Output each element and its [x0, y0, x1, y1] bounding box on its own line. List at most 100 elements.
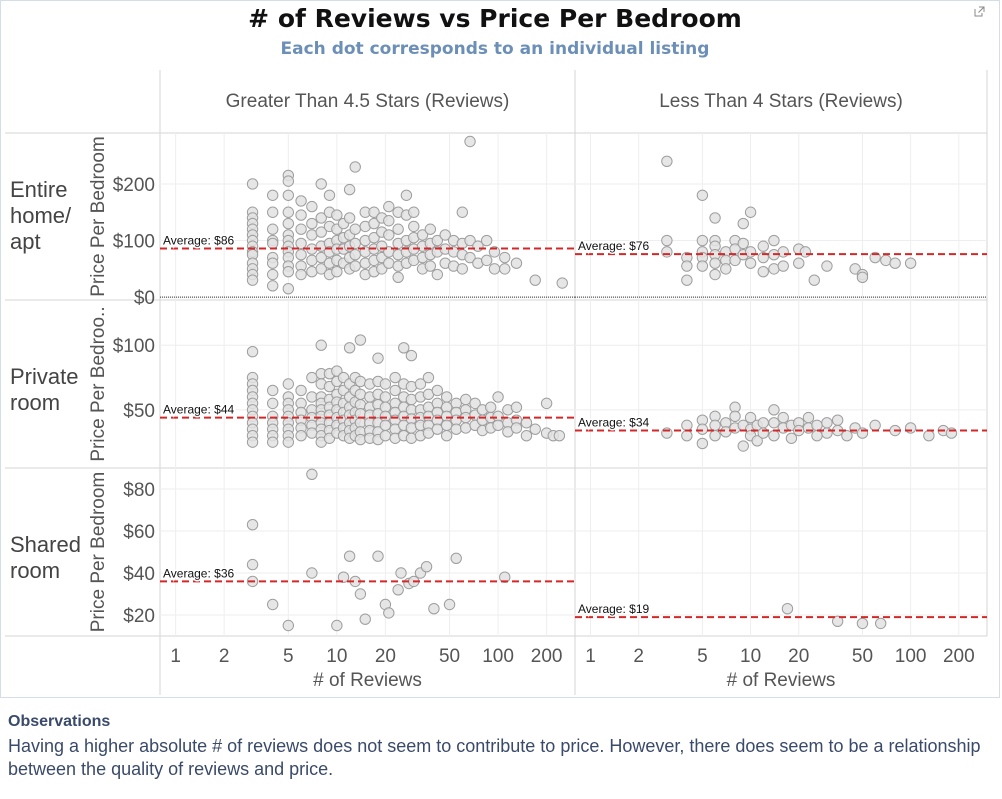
data-point [696, 234, 709, 247]
data-point [681, 274, 693, 286]
data-point [856, 617, 869, 630]
data-point [395, 567, 407, 579]
data-point [889, 257, 901, 269]
data-point [709, 429, 721, 442]
x-tick-label: 5 [283, 646, 294, 667]
data-point [306, 371, 318, 384]
data-point [389, 371, 401, 384]
data-point [681, 419, 693, 432]
x-tick-label: 1 [585, 646, 596, 667]
data-point [359, 613, 371, 625]
data-point [246, 436, 259, 448]
data-point [488, 263, 501, 275]
data-point [266, 598, 279, 611]
data-point [306, 265, 318, 278]
data-point [757, 265, 769, 278]
x-tick-label: 20 [375, 646, 396, 667]
data-point [431, 384, 444, 397]
data-point [354, 588, 367, 600]
data-point [331, 265, 343, 278]
data-point [499, 251, 511, 264]
data-point [768, 417, 780, 429]
data-point [368, 217, 380, 230]
data-point [392, 584, 404, 596]
y-tick-label: $80 [123, 480, 155, 501]
data-point [777, 260, 789, 272]
data-point [729, 410, 741, 423]
data-point [266, 384, 279, 397]
data-point [331, 209, 343, 221]
data-point [696, 189, 709, 201]
chart-subtitle: Each dot corresponds to an individual li… [280, 39, 710, 59]
data-point [315, 226, 327, 238]
data-point [811, 429, 823, 442]
data-point [349, 223, 361, 235]
data-point [295, 237, 307, 250]
data-point [529, 423, 541, 435]
data-point [424, 260, 437, 272]
data-point [811, 419, 823, 432]
observations-heading: Observations [8, 713, 111, 730]
data-point [405, 349, 418, 362]
data-point [556, 277, 568, 289]
data-point [821, 417, 833, 429]
data-point [246, 178, 259, 190]
data-point [306, 217, 318, 230]
data-point [510, 401, 523, 413]
data-point [266, 237, 279, 250]
x-tick-label: 2 [219, 646, 230, 667]
data-point [315, 263, 327, 275]
data-point [400, 189, 413, 201]
data-point [431, 423, 444, 435]
data-point [414, 378, 427, 390]
scatter-chart: Greater Than 4.5 Stars (Reviews) Less Tha… [5, 70, 988, 695]
data-point [841, 429, 853, 442]
data-point [266, 189, 279, 201]
external-link-icon[interactable] [974, 6, 985, 17]
data-point [349, 249, 361, 261]
data-point [439, 229, 451, 241]
average-label: Average: $86 [163, 233, 234, 247]
data-point [337, 571, 350, 583]
data-point [904, 257, 917, 269]
data-point [460, 393, 472, 406]
data-point [661, 155, 673, 168]
x-tick-label: 20 [788, 646, 809, 667]
x-tick-label: 200 [531, 646, 563, 667]
data-point [799, 246, 812, 258]
data-point [431, 234, 444, 247]
data-point [416, 229, 429, 241]
data-point [661, 246, 673, 258]
y-tick-label: $20 [123, 606, 155, 627]
data-point [323, 189, 336, 201]
data-point [282, 175, 295, 187]
data-point [510, 257, 523, 269]
y-axis-title: Price Per Bedroom [88, 136, 109, 297]
data-point [540, 397, 553, 410]
data-point [368, 232, 380, 244]
data-point [856, 427, 869, 439]
data-point [737, 440, 749, 452]
data-point [499, 263, 511, 275]
data-point [389, 384, 401, 397]
data-point [246, 558, 259, 571]
data-point [315, 212, 327, 224]
data-point [821, 260, 833, 272]
data-point [383, 215, 395, 227]
data-point [295, 195, 307, 207]
data-point [315, 339, 327, 351]
x-tick-label: 50 [439, 646, 460, 667]
data-point [315, 251, 327, 264]
x-tick-label: 2 [633, 646, 644, 667]
row-label: Private [10, 364, 78, 389]
x-tick-label: 50 [852, 646, 873, 667]
data-point [793, 257, 805, 269]
data-point [709, 257, 721, 269]
x-axis-title: # of Reviews [313, 670, 422, 691]
data-point [349, 260, 361, 272]
data-point [744, 257, 757, 269]
data-point [744, 206, 757, 218]
data-point [440, 391, 453, 403]
data-point [480, 234, 493, 247]
data-point [520, 417, 533, 429]
